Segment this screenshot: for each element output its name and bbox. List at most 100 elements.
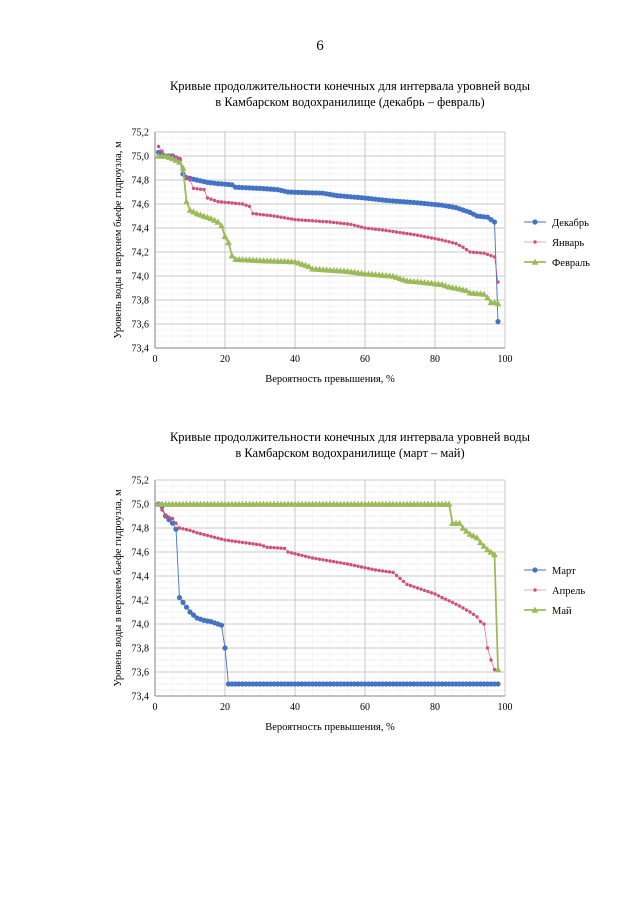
chart-2-data-point xyxy=(184,527,189,532)
chart-2-data-point xyxy=(489,658,493,662)
chart-1-data-point xyxy=(478,251,483,255)
chart-1-data-point xyxy=(433,236,437,241)
chart-2-data-point xyxy=(429,591,434,595)
chart-1-y-tick-label: 74,6 xyxy=(132,200,150,211)
chart-1-data-point xyxy=(457,243,462,248)
chart-2-series-line xyxy=(158,503,495,670)
chart-2-data-point xyxy=(457,604,462,608)
chart-1-data-point xyxy=(489,253,493,258)
chart-2-data-point xyxy=(190,612,197,618)
chart-2-data-point xyxy=(286,550,290,554)
chart-2-gridlines xyxy=(154,479,506,697)
chart-2-legend-label: Март xyxy=(552,566,576,577)
chart-2-data-point xyxy=(450,600,455,605)
chart-2-data-point xyxy=(468,610,472,614)
chart-2-data-point xyxy=(230,539,234,543)
chart-2-data-point xyxy=(433,592,437,596)
chart-1-data-point xyxy=(447,240,451,244)
chart-1-data-point xyxy=(218,222,225,229)
chart-2-y-tick-label: 75,0 xyxy=(132,500,150,511)
chart-1-x-tick-label: 100 xyxy=(498,354,513,365)
chart-1-data-point xyxy=(305,263,313,270)
chart-2-legend-marker xyxy=(533,588,537,592)
chart-1-data-point xyxy=(482,251,486,255)
chart-2-data-point xyxy=(188,528,192,533)
chart-1-data-point xyxy=(335,221,339,225)
chart-2-data-point xyxy=(254,542,259,547)
chart-1-series-line xyxy=(158,155,499,305)
chart-1-data-point xyxy=(307,218,311,223)
chart-2-data-point xyxy=(331,559,336,564)
chart-1-data-point xyxy=(169,155,176,162)
chart-1-data-point xyxy=(300,218,304,222)
chart-2-data-point xyxy=(345,562,350,566)
chart-1-data-point xyxy=(221,233,229,240)
chart-2-data-point xyxy=(485,646,490,650)
chart-2-data-point xyxy=(380,569,385,573)
chart-1-data-point xyxy=(172,156,180,163)
chart-1-data-point xyxy=(230,201,234,205)
chart-1-data-point xyxy=(205,196,210,200)
chart-1-data-point xyxy=(391,229,395,234)
chart-1-data-point xyxy=(471,250,476,254)
chart-2-data-point xyxy=(475,615,479,619)
chart-1-x-tick-label: 40 xyxy=(290,354,300,365)
chart-1-data-point xyxy=(214,218,222,225)
chart-1-data-point xyxy=(216,199,220,204)
chart-2-data-point xyxy=(181,527,185,531)
chart-1-data-point xyxy=(387,229,392,233)
chart-1-data-point xyxy=(324,220,329,224)
chart-2-x-tick-label: 40 xyxy=(290,702,300,713)
chart-2-y-tick-label: 73,6 xyxy=(132,668,150,679)
chart-1-y-tick-label: 73,4 xyxy=(132,344,150,355)
chart-2-data-point xyxy=(293,552,297,556)
chart-2-data-point xyxy=(359,565,364,569)
chart-1-series-2 xyxy=(156,144,500,284)
chart-1-data-point xyxy=(240,202,245,206)
chart-2-data-point xyxy=(466,530,474,537)
chart-2-data-point xyxy=(191,529,196,534)
chart-1-data-point xyxy=(228,252,236,259)
chart-1-data-point xyxy=(380,228,385,232)
chart-2-data-point xyxy=(391,570,395,575)
chart-1-data-point xyxy=(160,149,164,153)
chart-2-data-point xyxy=(223,538,227,542)
chart-1-legend-marker xyxy=(532,219,538,225)
chart-1-data-point xyxy=(195,187,199,191)
chart-1-data-point xyxy=(219,200,224,204)
chart-1-data-point xyxy=(384,228,388,233)
chart-1-data-point xyxy=(496,280,500,284)
chart-2-data-point xyxy=(387,570,392,574)
chart-1-data-point xyxy=(485,252,490,257)
chart-2-data-point xyxy=(272,545,276,550)
chart-1-legend-label: Февраль xyxy=(552,258,590,269)
chart-2-y-tick-label: 74,2 xyxy=(132,596,150,607)
chart-2-data-point xyxy=(445,500,453,507)
chart-2-legend-label: Май xyxy=(552,606,572,617)
chart-2-data-point xyxy=(222,645,228,651)
chart-2-data-point xyxy=(173,526,179,532)
chart-2-data-point xyxy=(426,589,430,594)
chart-1-y-axis-label: Уровень воды в верхнем бьефе гидроузла, … xyxy=(113,141,124,339)
chart-2-data-point xyxy=(363,566,367,570)
chart-1-data-point xyxy=(494,300,502,307)
chart-2-y-tick-label: 74,4 xyxy=(132,572,150,583)
chart-1-x-tick-label: 20 xyxy=(220,354,230,365)
chart-1-data-point xyxy=(258,212,262,217)
chart-2-data-point xyxy=(310,556,315,560)
chart-1-data-point xyxy=(254,212,259,216)
chart-2-x-tick-label: 0 xyxy=(153,702,158,713)
chart-2-data-point xyxy=(482,622,486,626)
chart-1-y-tick-label: 74,8 xyxy=(132,176,150,187)
chart-1-data-point xyxy=(279,215,283,219)
chart-2-data-point xyxy=(484,546,491,553)
chart-2-data-point xyxy=(471,612,476,617)
chart-2-data-point xyxy=(491,551,498,558)
chart-2-data-point xyxy=(261,544,266,548)
chart-2-x-tick-label: 20 xyxy=(220,702,230,713)
chart-1-y-tick-label: 73,6 xyxy=(132,320,150,331)
chart-1-data-point xyxy=(226,200,231,205)
chart-2-data-point xyxy=(183,604,190,610)
chart-2-data-point xyxy=(492,667,497,672)
chart-1-data-point xyxy=(191,186,196,191)
